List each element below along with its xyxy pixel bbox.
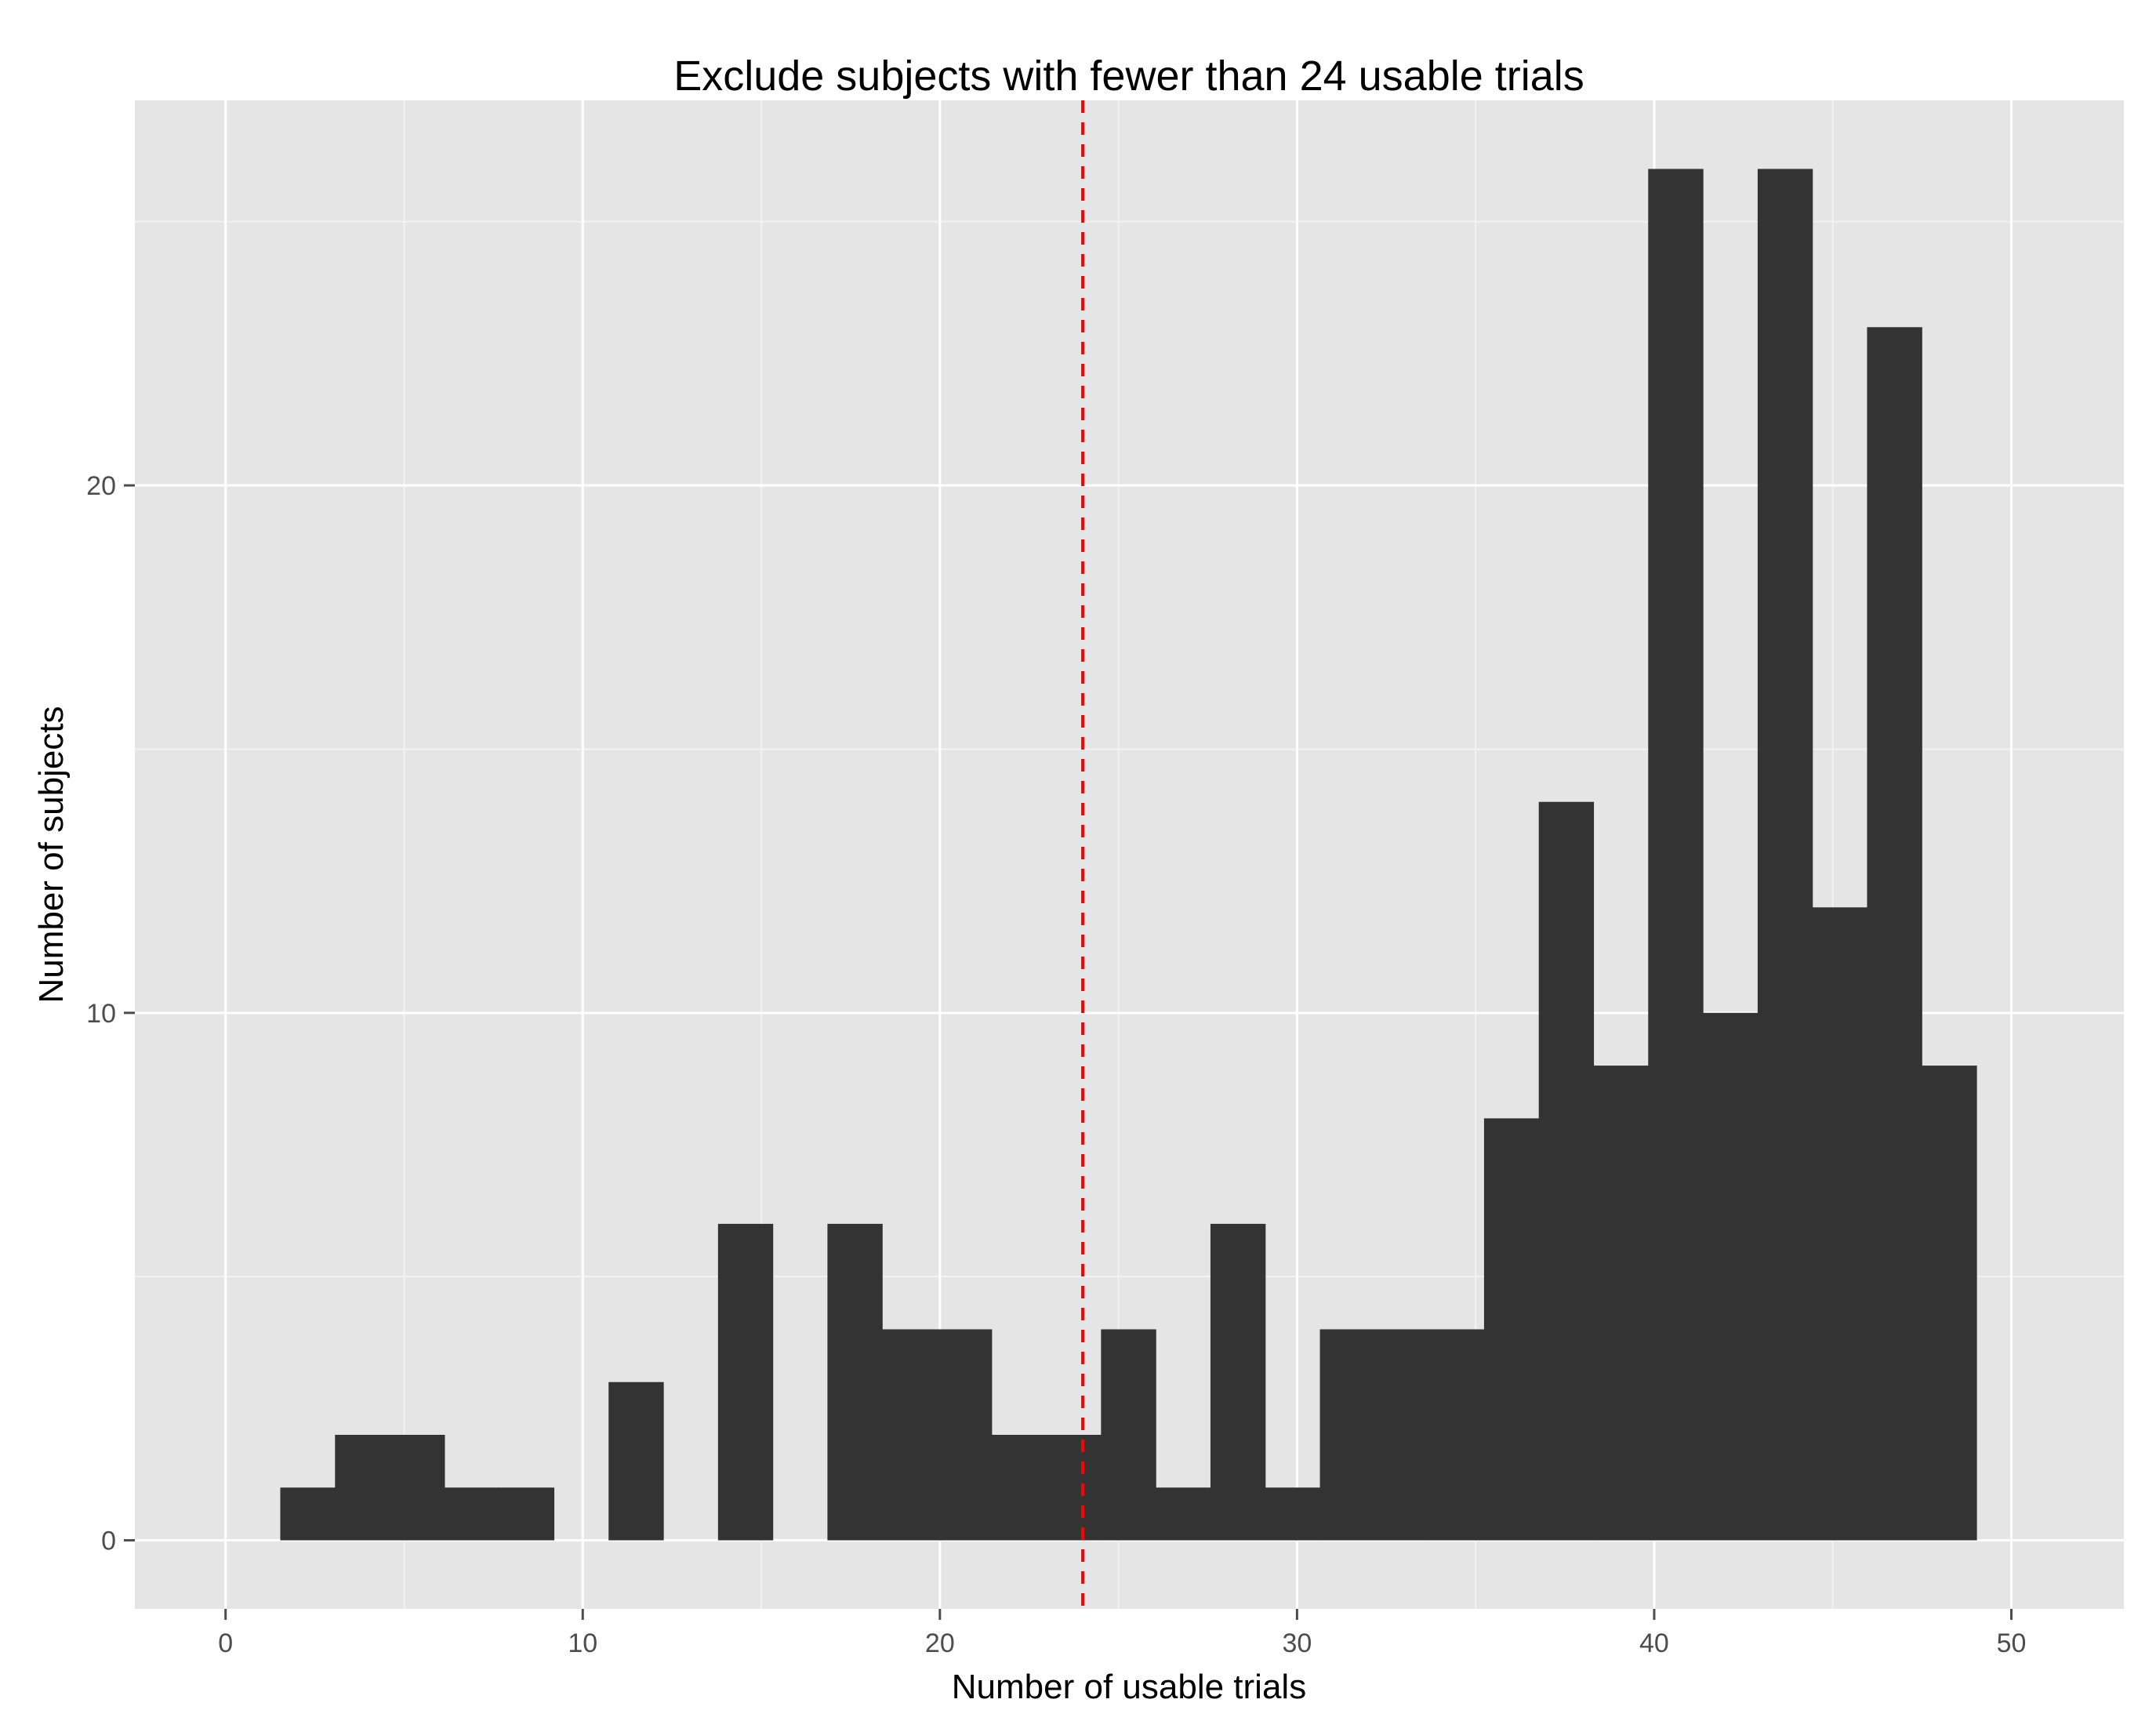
histogram-bars xyxy=(280,169,1977,1541)
histogram-bar xyxy=(1265,1487,1321,1541)
x-tick-label: 50 xyxy=(1997,1628,2027,1658)
histogram-bar xyxy=(937,1329,993,1541)
histogram-bar xyxy=(390,1435,445,1541)
y-axis-title: Number of subjects xyxy=(32,706,71,1003)
histogram-bar xyxy=(1101,1329,1156,1541)
histogram-bar xyxy=(335,1435,390,1541)
histogram-bar xyxy=(991,1435,1047,1541)
histogram-bar xyxy=(1210,1223,1266,1541)
y-tick-label: 10 xyxy=(86,999,116,1029)
histogram-bar xyxy=(1812,907,1868,1541)
histogram-bar xyxy=(1703,1012,1759,1541)
histogram-bar xyxy=(608,1382,664,1541)
histogram-bar xyxy=(827,1223,883,1541)
histogram-bar xyxy=(882,1329,938,1541)
x-tick-label: 30 xyxy=(1282,1628,1312,1658)
histogram-bar xyxy=(1156,1487,1211,1541)
histogram-bar xyxy=(444,1487,500,1541)
x-tick-label: 20 xyxy=(925,1628,955,1658)
histogram-bar xyxy=(1593,1066,1649,1541)
histogram-bar xyxy=(1922,1066,1977,1541)
x-tick-label: 40 xyxy=(1639,1628,1669,1658)
histogram-bar xyxy=(1374,1329,1430,1541)
x-tick-label: 0 xyxy=(218,1628,233,1658)
histogram-bar xyxy=(1319,1329,1375,1541)
histogram-bar xyxy=(1757,169,1813,1541)
chart-title: Exclude subjects with fewer than 24 usab… xyxy=(673,53,1584,100)
histogram-bar xyxy=(1483,1118,1540,1541)
histogram-bar xyxy=(717,1223,774,1541)
histogram-bar xyxy=(280,1487,336,1541)
x-tick-label: 10 xyxy=(568,1628,597,1658)
histogram-bar xyxy=(1538,801,1595,1541)
axis-ticks: 0 10 20 30 40 50 0 10 20 xyxy=(86,471,2026,1658)
histogram-bar xyxy=(1046,1435,1102,1541)
histogram-bar xyxy=(1648,169,1704,1541)
y-tick-label: 0 xyxy=(101,1527,116,1556)
x-axis-title: Number of usable trials xyxy=(952,1668,1306,1706)
histogram-bar xyxy=(1867,327,1922,1541)
y-tick-label: 20 xyxy=(86,471,116,501)
histogram-bar xyxy=(499,1487,555,1541)
histogram-bar xyxy=(1429,1329,1485,1541)
